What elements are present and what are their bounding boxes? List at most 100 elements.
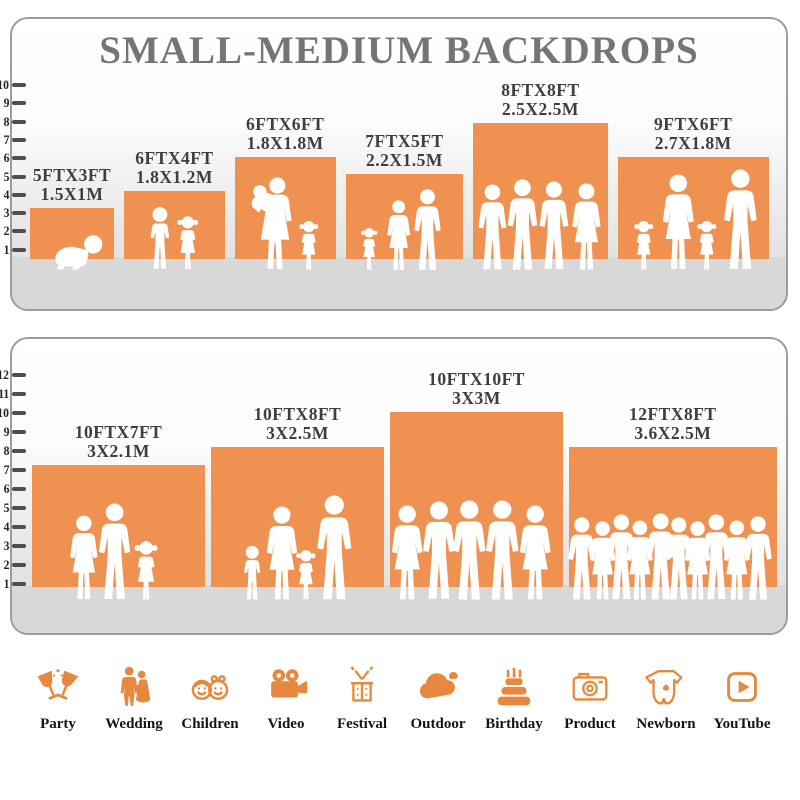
size-meters: 2.7X1.8M	[654, 133, 732, 153]
size-meters: 2.5X2.5M	[501, 99, 579, 119]
size-meters: 1.8X1.8M	[246, 133, 324, 153]
ruler-tick	[12, 449, 26, 453]
backdrop-size-label: 7FTX5FT 2.2X1.5M	[365, 132, 443, 170]
man-silhouette-icon	[741, 516, 775, 601]
ruler-number: 11	[0, 386, 9, 401]
backdrop-box	[211, 447, 384, 587]
ruler-tick	[12, 411, 26, 415]
size-meters: 3X2.1M	[87, 440, 150, 461]
product-icon	[572, 672, 608, 701]
category-label: YouTube	[713, 716, 771, 732]
size-feet: 7FTX5FT	[365, 131, 444, 151]
size-feet: 6FTX4FT	[135, 148, 214, 168]
ruler-number: 9	[3, 424, 9, 439]
backdrop-size-label: 10FTX10FT 3X3M	[428, 370, 525, 408]
size-feet: 10FTX10FT	[428, 369, 525, 389]
floor-strip	[12, 257, 786, 309]
size-feet: 6FTX6FT	[246, 114, 325, 134]
ruler-number: 1	[3, 241, 9, 257]
category-festival: Festival	[326, 664, 398, 733]
woman-silhouette-icon	[383, 200, 414, 271]
ruler-tick	[12, 137, 26, 142]
wedding-icon	[120, 666, 151, 706]
ruler-number: 8	[3, 113, 9, 129]
size-feet: 10FTX7FT	[74, 421, 163, 442]
category-wedding: Wedding	[98, 664, 170, 733]
ruler-number: 1	[3, 576, 9, 591]
backdrop-size-label: 8FTX8FT 2.5X2.5M	[501, 81, 579, 119]
man-silhouette-icon	[720, 169, 761, 271]
ruler-number: 12	[0, 367, 9, 382]
backdrop-size-label: 12FTX8FT 3.6X2.5M	[629, 405, 717, 443]
video-icon	[271, 669, 308, 698]
woman-holding-baby-silhouette-icon	[248, 176, 297, 271]
size-meters: 3X2.5M	[266, 423, 329, 443]
size-feet: 9FTX6FT	[654, 114, 733, 134]
ruler-number: 10	[0, 77, 9, 92]
ruler-tick	[12, 119, 26, 124]
girl-silhouette-icon	[297, 220, 321, 271]
ruler-tick	[12, 392, 26, 396]
category-product: Product	[554, 664, 626, 733]
ruler-tick	[12, 506, 26, 510]
size-feet: 10FTX8FT	[253, 404, 342, 424]
ruler-tick	[12, 83, 26, 87]
category-label: Festival	[337, 716, 387, 732]
ruler-tick	[12, 229, 26, 234]
category-label: Birthday	[485, 716, 543, 732]
size-feet: 5FTX3FT	[32, 165, 112, 185]
party-icon	[37, 669, 79, 700]
baby-crawling-silhouette-icon	[46, 234, 107, 271]
ruler-number: 3	[3, 205, 9, 221]
ruler-tick	[12, 563, 26, 567]
girl-silhouette-icon	[695, 220, 719, 271]
category-label: Product	[564, 716, 616, 732]
backdrop-size-label: 10FTX7FT 3X2.1M	[74, 421, 163, 461]
size-meters: 1.5X1M	[40, 184, 104, 204]
ruler-tick	[12, 582, 26, 586]
ruler-number: 2	[3, 223, 9, 239]
girl-silhouette-icon	[132, 540, 160, 601]
chart-title: SMALL-MEDIUM BACKDROPS	[99, 29, 699, 72]
ruler-tick	[12, 468, 26, 472]
youtube-icon	[727, 672, 757, 702]
ruler-number: 6	[3, 150, 9, 166]
ruler-number: 4	[3, 519, 9, 534]
category-children: Children	[174, 664, 246, 733]
ruler-tick	[12, 156, 26, 161]
backdrop-size-label: 6FTX6FT 1.8X1.8M	[246, 115, 324, 153]
category-label: Newborn	[636, 716, 696, 732]
ruler-number: 9	[3, 95, 9, 111]
girl-silhouette-icon	[175, 215, 201, 271]
man-silhouette-icon	[313, 495, 356, 601]
ruler-tick	[12, 525, 26, 529]
category-label: Children	[181, 716, 239, 732]
birthday-icon	[497, 667, 531, 706]
size-meters: 2.2X1.5M	[365, 150, 443, 170]
ruler-tick	[12, 174, 26, 179]
ruler-tick	[12, 487, 26, 491]
category-party: Party	[22, 664, 94, 733]
outdoor-icon	[419, 671, 458, 699]
category-video: Video	[250, 664, 322, 733]
ruler-number: 7	[3, 462, 9, 477]
ruler-tick	[12, 211, 26, 216]
ruler-number: 6	[3, 481, 9, 496]
size-feet: 8FTX8FT	[501, 80, 580, 100]
ruler-number: 5	[3, 168, 9, 184]
woman-silhouette-icon	[514, 505, 556, 601]
backdrop-size-label: 9FTX6FT 2.7X1.8M	[654, 115, 732, 153]
woman-silhouette-icon	[657, 174, 700, 271]
girl-silhouette-icon	[632, 220, 656, 271]
ruler-tick	[12, 430, 26, 434]
ruler-tick	[12, 544, 26, 548]
category-youtube: YouTube	[706, 664, 778, 733]
ruler-tick	[12, 373, 26, 377]
category-label: Video	[267, 716, 305, 732]
ruler-number: 2	[3, 557, 9, 572]
category-newborn: Newborn	[630, 664, 702, 733]
festival-icon	[350, 666, 374, 702]
woman-silhouette-icon	[567, 183, 606, 271]
ruler-number: 3	[3, 538, 9, 553]
category-birthday: Birthday	[478, 664, 550, 733]
